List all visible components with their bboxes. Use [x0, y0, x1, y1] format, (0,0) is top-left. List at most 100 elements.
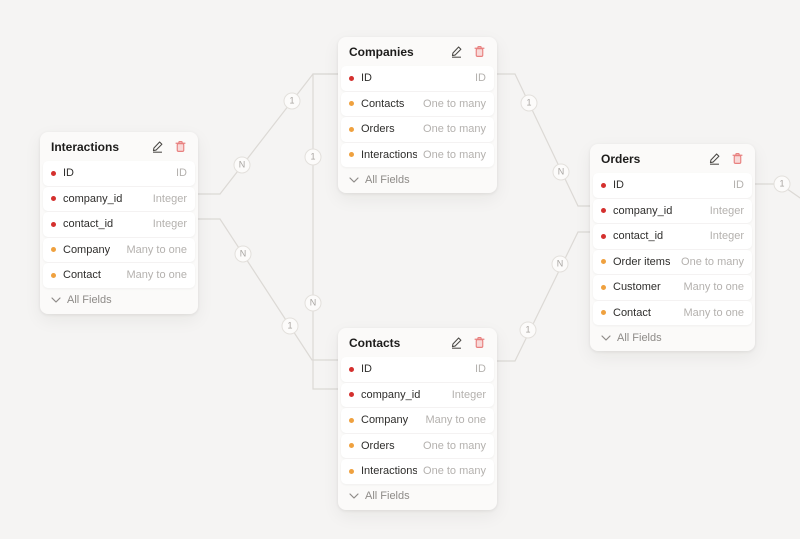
table-title: Companies: [349, 44, 414, 59]
cardinality-badge: N: [304, 294, 322, 312]
table-title: Interactions: [51, 139, 120, 154]
field-type-dot: [51, 272, 56, 278]
field-row[interactable]: ID ID: [341, 66, 494, 91]
field-name: contact_id: [613, 230, 664, 243]
field-type-dot: [349, 75, 354, 81]
field-row[interactable]: company_id Integer: [341, 382, 494, 407]
field-name: company_id: [361, 388, 421, 401]
field-row[interactable]: ID ID: [43, 161, 195, 186]
edge-interactions-companies: [198, 73, 338, 195]
field-list: ID ID company_id Integer Company Many to…: [338, 357, 497, 484]
field-type: Integer: [152, 192, 187, 205]
table-header[interactable]: Interactions: [40, 132, 198, 161]
field-type: Many to one: [683, 306, 744, 319]
field-row[interactable]: Order items One to many: [593, 249, 752, 274]
field-type-dot: [51, 221, 56, 227]
field-row[interactable]: contact_id Integer: [43, 212, 195, 237]
field-name: Order items: [613, 255, 671, 268]
field-type: Many to one: [425, 414, 486, 427]
all-fields-label: All Fields: [365, 490, 410, 502]
field-row[interactable]: Contacts One to many: [341, 91, 494, 116]
table-title: Orders: [601, 151, 641, 166]
table-header[interactable]: Contacts: [338, 328, 497, 357]
field-type: Many to one: [126, 269, 187, 282]
field-list: ID ID company_id Integer contact_id Inte…: [40, 161, 198, 288]
all-fields-toggle[interactable]: All Fields: [40, 288, 198, 313]
field-type-dot: [349, 126, 354, 132]
table-header[interactable]: Orders: [590, 144, 755, 173]
field-name: Interactions: [361, 465, 418, 478]
field-type-dot: [601, 208, 606, 214]
edit-table-button[interactable]: [706, 151, 722, 167]
pencil-icon: [152, 141, 162, 153]
delete-table-button[interactable]: [729, 151, 745, 167]
field-row[interactable]: Contact Many to one: [43, 263, 195, 288]
cardinality-badge: 1: [281, 317, 299, 335]
field-type-dot: [349, 468, 354, 474]
field-type-dot: [601, 182, 606, 188]
table-card-interactions[interactable]: Interactions ID ID company_id Integer co…: [40, 132, 198, 314]
field-type-dot: [51, 196, 56, 202]
delete-table-button[interactable]: [172, 139, 188, 155]
table-card-companies[interactable]: Companies ID ID Contacts One to many Ord…: [338, 37, 497, 193]
table-card-orders[interactable]: Orders ID ID company_id Integer contact_…: [590, 144, 755, 351]
field-type: One to many: [423, 465, 486, 478]
field-list: ID ID Contacts One to many Orders One to…: [338, 66, 497, 167]
edit-table-button[interactable]: [448, 44, 464, 60]
field-row[interactable]: ID ID: [593, 173, 752, 198]
field-row[interactable]: ID ID: [341, 357, 494, 382]
field-type: Integer: [709, 230, 744, 243]
edit-table-button[interactable]: [448, 335, 464, 351]
field-row[interactable]: Customer Many to one: [593, 275, 752, 300]
field-type-dot: [349, 152, 354, 158]
field-type: Many to one: [126, 243, 187, 256]
field-name: ID: [63, 167, 74, 180]
field-row[interactable]: Company Many to one: [43, 237, 195, 262]
field-row[interactable]: Orders One to many: [341, 117, 494, 142]
pencil-icon: [451, 337, 461, 349]
field-name: Contact: [613, 306, 651, 319]
field-row[interactable]: Contact Many to one: [593, 300, 752, 325]
field-row[interactable]: Interactions One to many: [341, 142, 494, 167]
edge-contacts-orders: [497, 231, 590, 362]
table-card-contacts[interactable]: Contacts ID ID company_id Integer Compan…: [338, 328, 497, 510]
field-row[interactable]: company_id Integer: [43, 186, 195, 211]
table-title: Contacts: [349, 335, 401, 350]
field-name: ID: [361, 72, 372, 85]
field-name: Contact: [63, 269, 101, 282]
edge-companies-contacts: [312, 73, 338, 390]
field-type-dot: [349, 417, 354, 423]
cardinality-badge: 1: [520, 94, 538, 112]
table-header[interactable]: Companies: [338, 37, 497, 66]
field-name: Orders: [361, 439, 395, 452]
field-type: Integer: [709, 204, 744, 217]
field-type-dot: [51, 170, 56, 176]
edit-table-button[interactable]: [149, 139, 165, 155]
all-fields-toggle[interactable]: All Fields: [590, 325, 755, 350]
trash-icon: [473, 337, 485, 348]
field-list: ID ID company_id Integer contact_id Inte…: [590, 173, 755, 325]
field-type: One to many: [423, 148, 486, 161]
field-type: Integer: [152, 218, 187, 231]
cardinality-badge: 1: [304, 148, 322, 166]
cardinality-badge: N: [552, 163, 570, 181]
all-fields-toggle[interactable]: All Fields: [338, 484, 497, 509]
field-row[interactable]: Interactions One to many: [341, 459, 494, 484]
field-name: Interactions: [361, 148, 418, 161]
field-type-dot: [601, 259, 606, 265]
delete-table-button[interactable]: [471, 335, 487, 351]
field-type-dot: [349, 366, 354, 372]
all-fields-toggle[interactable]: All Fields: [338, 167, 497, 192]
field-type: One to many: [423, 123, 486, 136]
cardinality-badge: N: [551, 255, 569, 273]
field-row[interactable]: Orders One to many: [341, 433, 494, 458]
field-row[interactable]: Company Many to one: [341, 408, 494, 433]
chevron-down-icon: [601, 334, 611, 341]
delete-table-button[interactable]: [471, 44, 487, 60]
field-row[interactable]: company_id Integer: [593, 198, 752, 223]
field-type: ID: [733, 179, 744, 192]
field-row[interactable]: contact_id Integer: [593, 224, 752, 249]
field-type-dot: [349, 101, 354, 107]
field-type: Integer: [451, 388, 486, 401]
